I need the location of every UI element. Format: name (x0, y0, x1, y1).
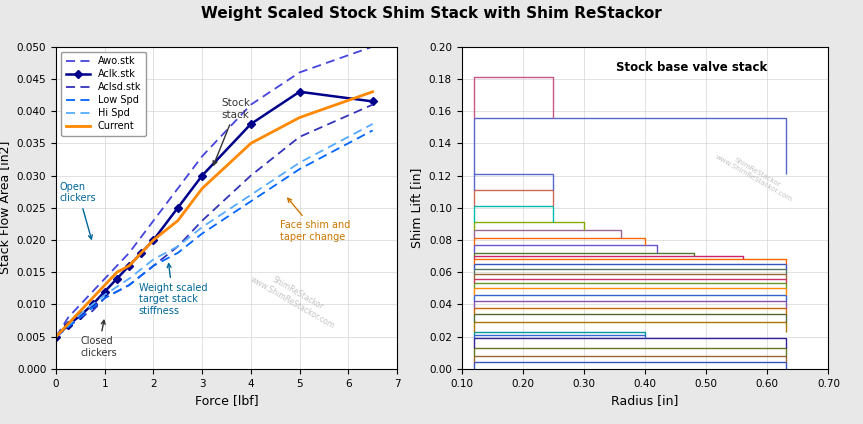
X-axis label: Radius [in]: Radius [in] (611, 394, 679, 407)
Text: Closed
clickers: Closed clickers (80, 320, 117, 358)
Text: Weight scaled
target stack
stiffness: Weight scaled target stack stiffness (139, 264, 207, 316)
X-axis label: Force [lbf]: Force [lbf] (195, 394, 258, 407)
Y-axis label: Shim Lift [in]: Shim Lift [in] (410, 167, 424, 248)
Text: ShimReStackor
www.ShimReStackor.com: ShimReStackor www.ShimReStackor.com (249, 265, 341, 330)
Text: Face shim and
taper change: Face shim and taper change (280, 198, 350, 242)
Text: Stock base valve stack: Stock base valve stack (616, 61, 767, 74)
Text: Stock
stack: Stock stack (213, 98, 250, 165)
Y-axis label: Stack Flow Area [in2]: Stack Flow Area [in2] (0, 141, 11, 274)
Legend: Awo.stk, Aclk.stk, Aclsd.stk, Low Spd, Hi Spd, Current: Awo.stk, Aclk.stk, Aclsd.stk, Low Spd, H… (61, 51, 146, 136)
Text: ShimReStackor
www.ShimReStackor.com: ShimReStackor www.ShimReStackor.com (714, 148, 797, 203)
Text: Weight Scaled Stock Shim Stack with Shim ReStackor: Weight Scaled Stock Shim Stack with Shim… (201, 6, 662, 21)
Text: Open
clickers: Open clickers (60, 182, 97, 239)
